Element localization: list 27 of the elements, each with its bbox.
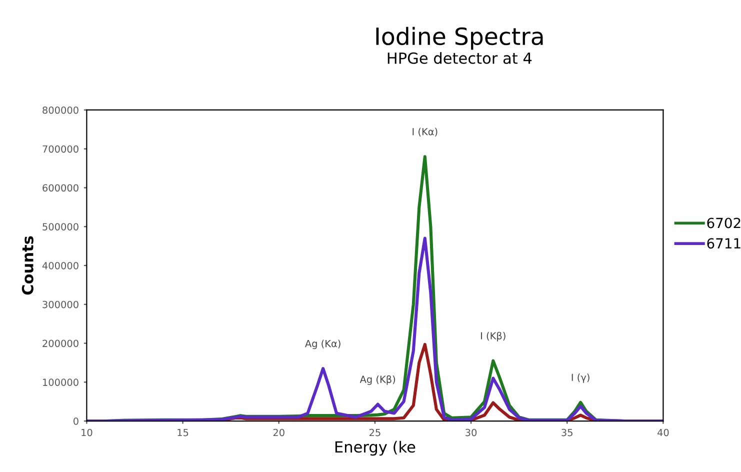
y-tick-label: 300000 <box>42 300 78 308</box>
annotation: I (γ) <box>572 374 590 383</box>
legend-label: 6702 <box>707 218 740 228</box>
y-tick-label: 600000 <box>42 184 78 192</box>
y-axis-title: Counts <box>22 236 34 295</box>
x-tick-label: 40 <box>657 428 669 436</box>
y-tick-label: 100000 <box>43 378 78 386</box>
y-tick-label: 0 <box>74 418 78 425</box>
y-tick-label: 400000 <box>42 262 78 270</box>
x-tick-label: 25 <box>369 428 380 436</box>
y-tick-label: 700000 <box>42 145 78 153</box>
x-tick-label: 15 <box>178 428 188 436</box>
x-tick-label: 10 <box>82 428 92 436</box>
x-tick-label: 30 <box>466 428 477 436</box>
x-tick-label: 20 <box>273 428 284 436</box>
y-tick-label: 200000 <box>42 340 78 348</box>
annotation: I (Kβ) <box>481 332 506 342</box>
y-tick-label: 800000 <box>42 106 78 114</box>
x-axis-title: Energy (ke <box>335 440 416 456</box>
x-tick-label: 35 <box>562 428 572 436</box>
annotation: Ag (Kα) <box>304 340 340 350</box>
chart-subtitle: HPGe detector at 4 <box>388 52 532 64</box>
annotation: Ag (Kβ) <box>360 375 396 385</box>
y-tick-label: 500000 <box>42 223 78 230</box>
legend-label: 6711 <box>707 238 740 249</box>
chart-title: Iodine Spectra <box>376 26 543 50</box>
annotation: I (Kα) <box>412 128 438 136</box>
